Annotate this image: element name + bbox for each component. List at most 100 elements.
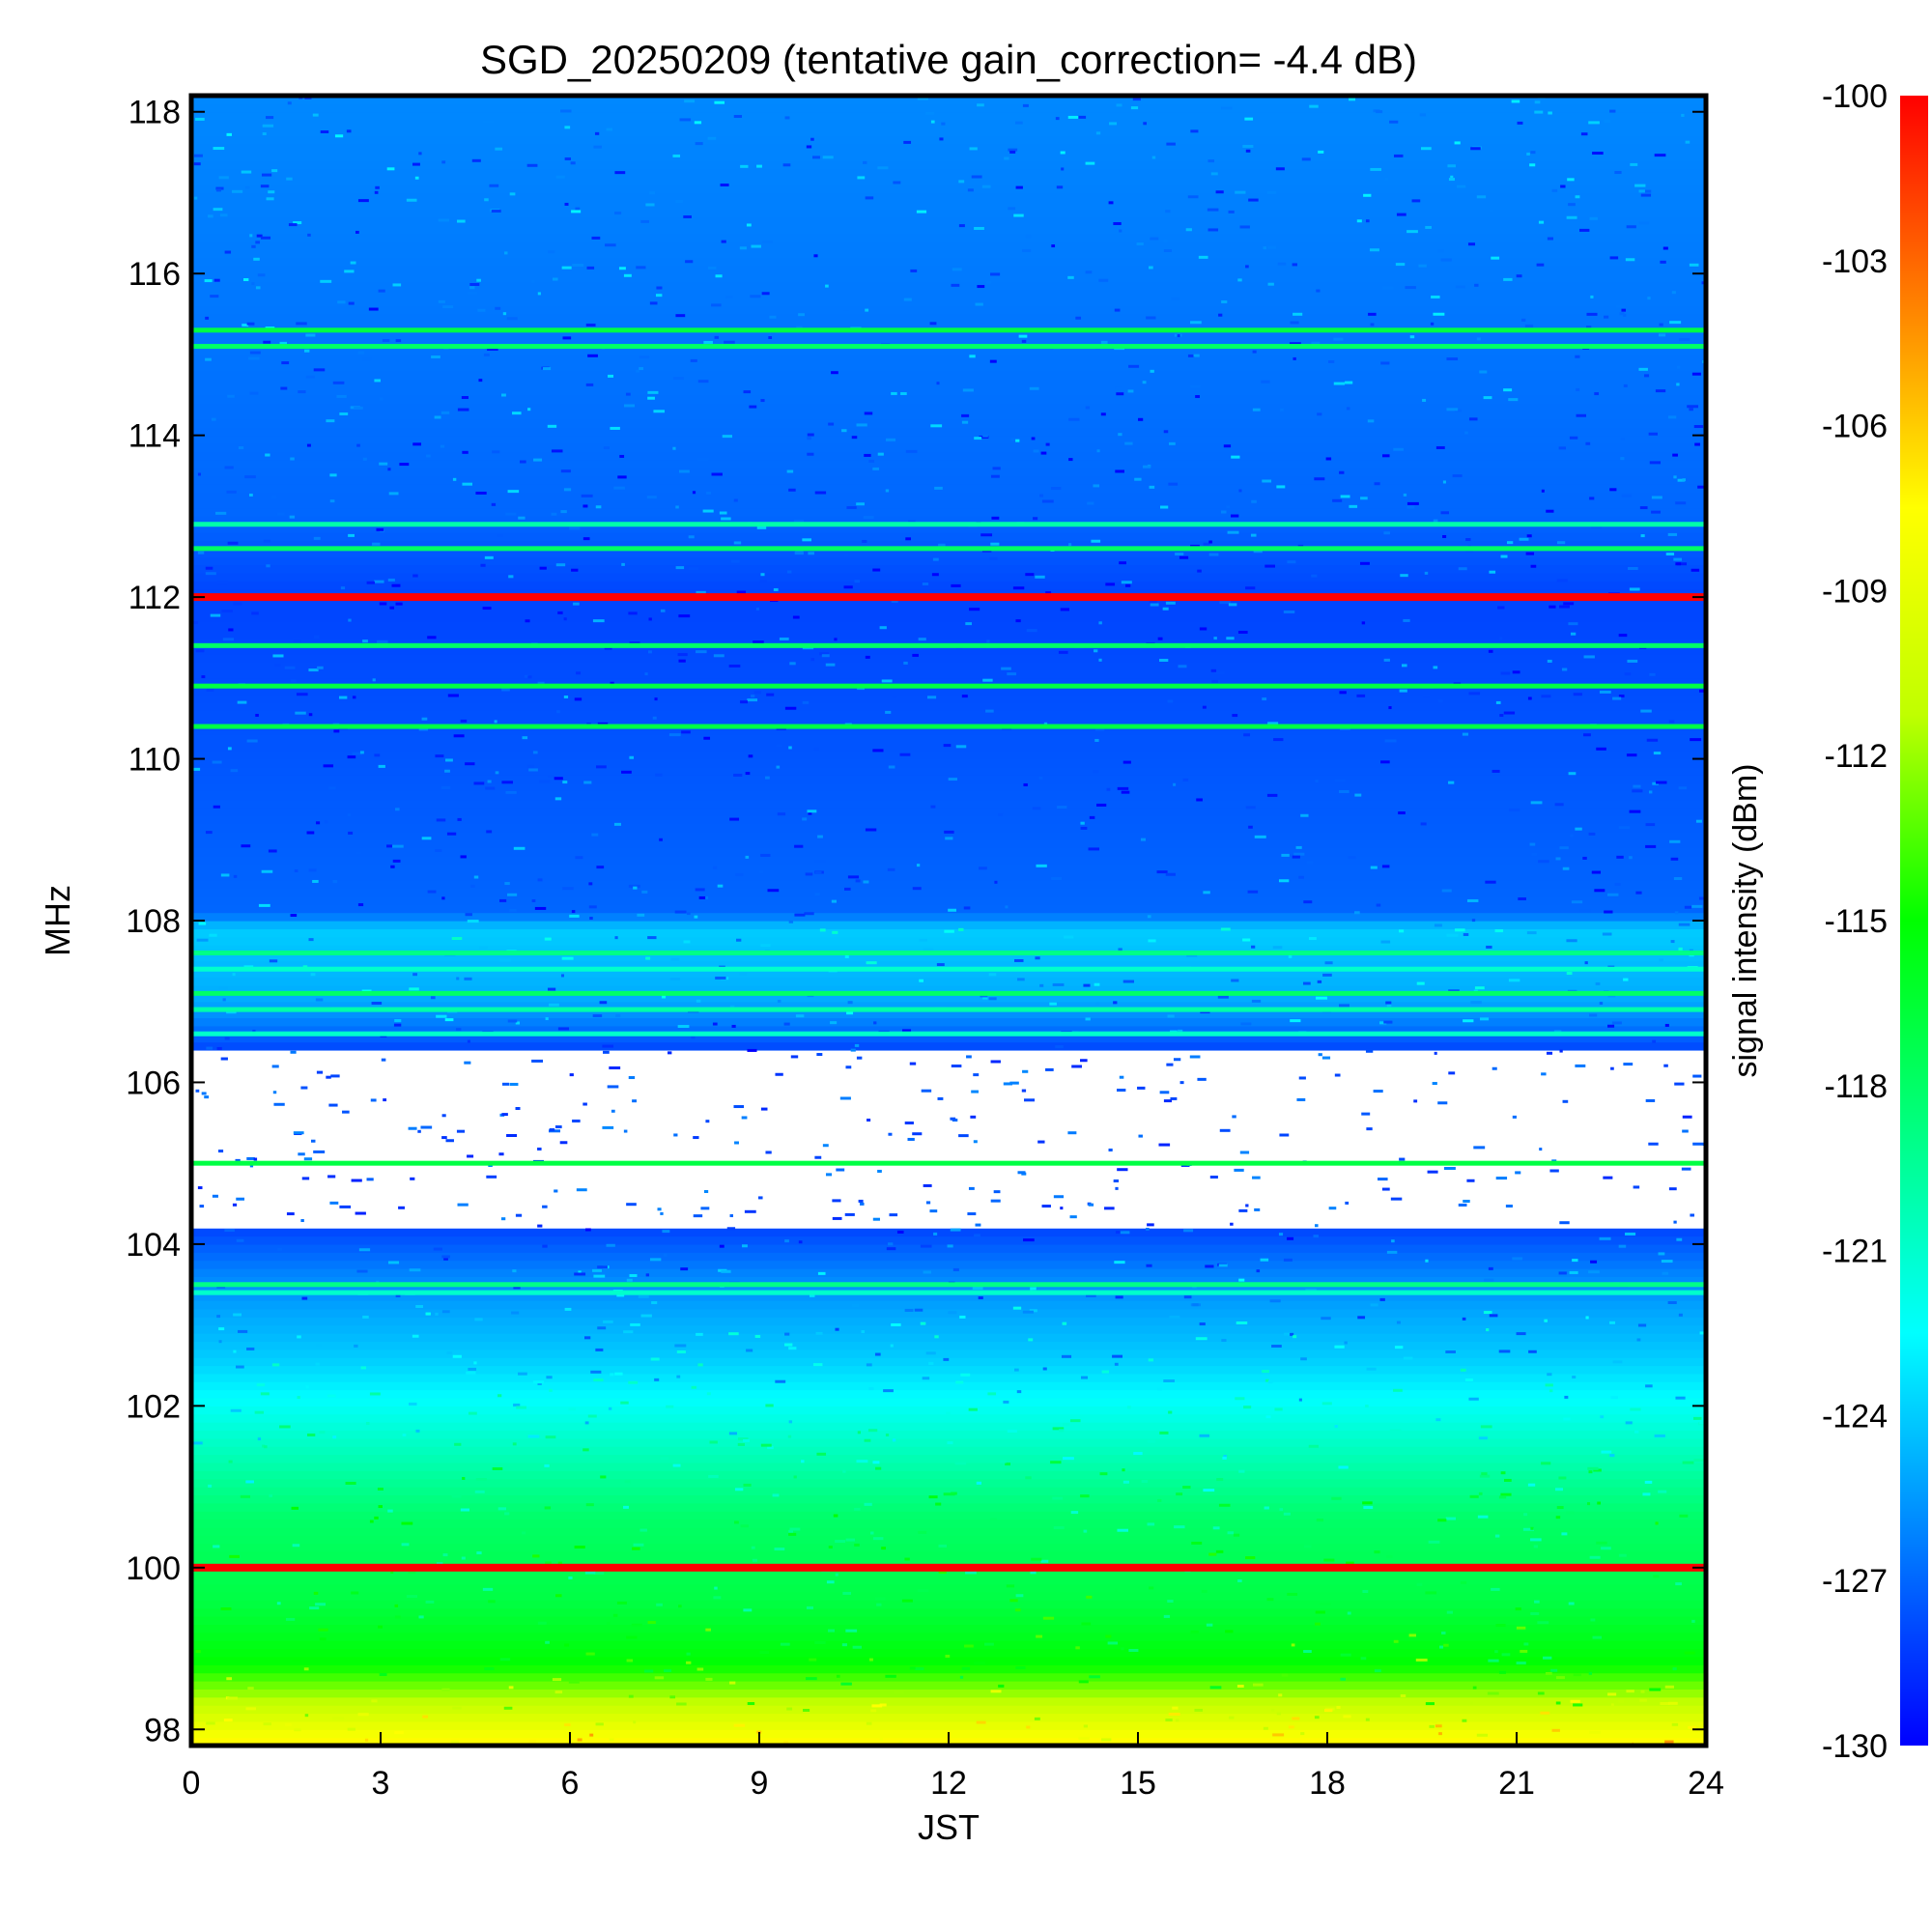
heatmap-speckle — [1446, 933, 1459, 937]
heatmap-speckle — [625, 392, 631, 396]
heatmap-speckle — [1309, 104, 1319, 108]
heatmap-speckle — [1651, 510, 1661, 514]
heatmap-speckle — [968, 1407, 978, 1411]
heatmap-speckle — [693, 1214, 703, 1218]
heatmap-speckle — [591, 833, 599, 837]
heatmap-speckle — [807, 452, 814, 456]
heatmap-speckle — [1127, 389, 1134, 393]
heatmap-speckle — [864, 1438, 871, 1442]
heatmap-speckle — [1693, 1459, 1704, 1463]
heatmap-speckle — [1070, 1511, 1079, 1515]
heatmap-speckle — [220, 1057, 228, 1061]
heatmap-row — [191, 418, 1706, 428]
heatmap-speckle — [1474, 986, 1485, 990]
heatmap-speckle — [1498, 1495, 1507, 1499]
heatmap-speckle — [1008, 148, 1018, 152]
heatmap-speckle — [734, 1141, 739, 1145]
heatmap-speckle — [1422, 694, 1431, 697]
heatmap-speckle — [948, 778, 957, 781]
heatmap-speckle — [371, 1699, 378, 1703]
heatmap-speckle — [714, 100, 725, 104]
heatmap-speckle — [378, 289, 385, 293]
heatmap-speckle — [208, 1484, 213, 1488]
heatmap-speckle — [1331, 1496, 1342, 1500]
heatmap-speckle — [1380, 361, 1390, 365]
heatmap-speckle — [1660, 1701, 1670, 1705]
heatmap-speckle — [557, 1561, 562, 1565]
heatmap-speckle — [1473, 1146, 1486, 1150]
heatmap-speckle — [1176, 1492, 1183, 1496]
heatmap-speckle — [575, 856, 583, 860]
heatmap-speckle — [1290, 1332, 1294, 1336]
heatmap-speckle — [1003, 1400, 1009, 1404]
heatmap-speckle — [431, 355, 440, 359]
heatmap-speckle — [501, 1113, 508, 1117]
heatmap-speckle — [777, 812, 786, 816]
heatmap-speckle — [582, 1102, 587, 1106]
heatmap-speckle — [561, 266, 572, 270]
heatmap-speckle — [1380, 940, 1391, 944]
heatmap-speckle — [227, 747, 232, 751]
heatmap-speckle — [871, 1704, 883, 1708]
heatmap-speckle — [990, 1690, 1002, 1693]
heatmap-speckle — [1462, 1317, 1466, 1321]
heatmap-speckle — [1223, 444, 1232, 448]
heatmap-speckle — [196, 938, 209, 942]
heatmap-speckle — [513, 846, 526, 850]
heatmap-speckle — [1187, 354, 1195, 357]
heatmap-speckle — [515, 1107, 521, 1111]
heatmap-speckle — [868, 1658, 873, 1662]
heatmap-speckle — [822, 1144, 829, 1148]
heatmap-speckle — [1701, 281, 1706, 285]
heatmap-speckle — [693, 1136, 699, 1140]
heatmap-speckle — [832, 1216, 842, 1220]
heatmap-speckle — [782, 163, 791, 167]
heatmap-speckle — [1198, 255, 1208, 259]
heatmap-speckle — [733, 1105, 745, 1109]
heatmap-speckle — [1208, 553, 1219, 556]
heatmap-speckle — [633, 1720, 637, 1724]
heatmap-speckle — [1678, 1313, 1683, 1317]
heatmap-speckle — [576, 1188, 587, 1192]
heatmap-row — [191, 1284, 1706, 1293]
heatmap-speckle — [675, 505, 679, 509]
heatmap-speckle — [388, 492, 399, 496]
heatmap-speckle — [205, 831, 213, 835]
heatmap-speckle — [1134, 477, 1142, 481]
heatmap-row — [191, 1025, 1706, 1035]
heatmap-speckle — [1289, 342, 1301, 346]
heatmap-speckle — [201, 675, 206, 679]
heatmap-speckle — [1169, 1315, 1180, 1319]
heatmap-speckle — [212, 760, 222, 764]
heatmap-speckle — [582, 537, 590, 541]
heatmap-row — [191, 435, 1706, 444]
heatmap-speckle — [1648, 790, 1653, 794]
heatmap-speckle — [1440, 511, 1450, 515]
heatmap-speckle — [460, 1508, 469, 1512]
heatmap-speckle — [925, 111, 935, 115]
heatmap-speckle — [377, 1487, 384, 1491]
heatmap-speckle — [675, 566, 685, 570]
heatmap-speckle — [726, 1227, 736, 1231]
heatmap-speckle — [789, 1527, 801, 1531]
heatmap-speckle — [944, 929, 954, 933]
heatmap-speckle — [227, 394, 235, 398]
heatmap-speckle — [831, 899, 838, 903]
heatmap-speckle — [305, 1385, 309, 1389]
heatmap-speckle — [266, 564, 270, 568]
heatmap-speckle — [421, 717, 428, 721]
heatmap-speckle — [218, 1340, 222, 1344]
heatmap-speckle — [197, 472, 201, 476]
heatmap-speckle — [307, 233, 311, 237]
heatmap-speckle — [788, 1532, 797, 1536]
heatmap-speckle — [406, 1595, 418, 1599]
heatmap-speckle — [1658, 333, 1666, 337]
heatmap-speckle — [1580, 132, 1588, 136]
heatmap-row — [191, 871, 1706, 881]
heatmap-speckle — [1113, 1001, 1118, 1005]
heatmap-speckle — [218, 986, 228, 990]
heatmap-row — [191, 912, 1706, 922]
heatmap-speckle — [1597, 1501, 1602, 1505]
heatmap-speckle — [1085, 270, 1093, 274]
heatmap-speckle — [1142, 465, 1151, 469]
